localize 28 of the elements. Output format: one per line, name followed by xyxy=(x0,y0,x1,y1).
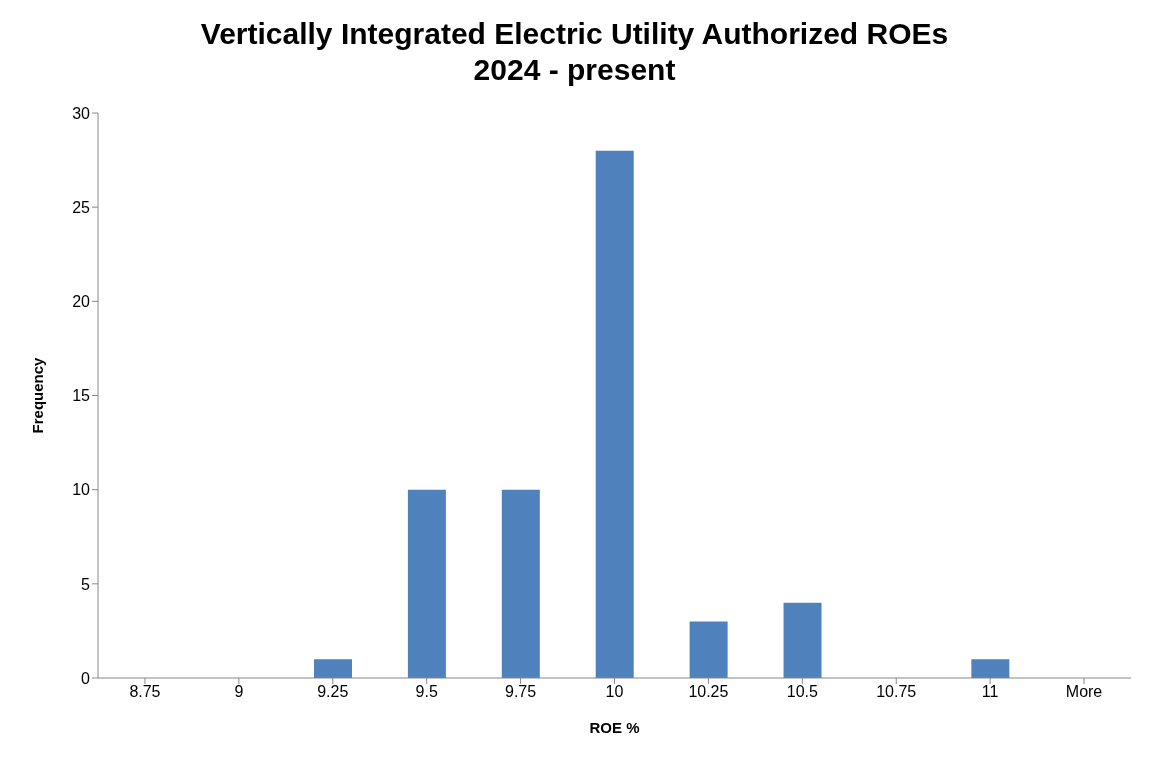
x-tick-label: 9.5 xyxy=(415,683,438,701)
bar xyxy=(971,659,1010,678)
bar xyxy=(783,602,822,678)
x-axis-title: ROE % xyxy=(589,719,640,736)
bar xyxy=(407,489,446,678)
y-axis-title: Frequency xyxy=(29,356,47,434)
x-tick-label: 11 xyxy=(981,683,999,701)
y-tick-label: 15 xyxy=(72,387,91,405)
y-tick-label: 5 xyxy=(81,575,91,593)
y-tick-label: 20 xyxy=(72,293,91,311)
bar xyxy=(689,621,728,678)
chart-title: Vertically Integrated Electric Utility Authorized ROEs 2024 - present xyxy=(199,16,950,88)
x-tick-label: 10 xyxy=(605,683,624,701)
bar xyxy=(313,659,352,678)
x-tick-label: 9.25 xyxy=(317,683,349,701)
x-tick-label: 8.75 xyxy=(129,683,161,701)
x-tick-label: More xyxy=(1065,683,1103,701)
y-tick-label: 10 xyxy=(72,481,91,499)
y-tick-label: 25 xyxy=(72,198,91,216)
x-tick-label: 10.5 xyxy=(786,683,818,701)
y-tick-label: 30 xyxy=(72,104,91,122)
x-tick-label: 10.75 xyxy=(876,683,917,701)
y-tick-label: 0 xyxy=(81,669,91,687)
x-tick-label: 9.75 xyxy=(505,683,537,701)
x-tick-label: 9 xyxy=(234,683,244,701)
x-tick-label: 10.25 xyxy=(688,683,729,701)
bar xyxy=(501,489,540,678)
bar xyxy=(595,150,634,678)
